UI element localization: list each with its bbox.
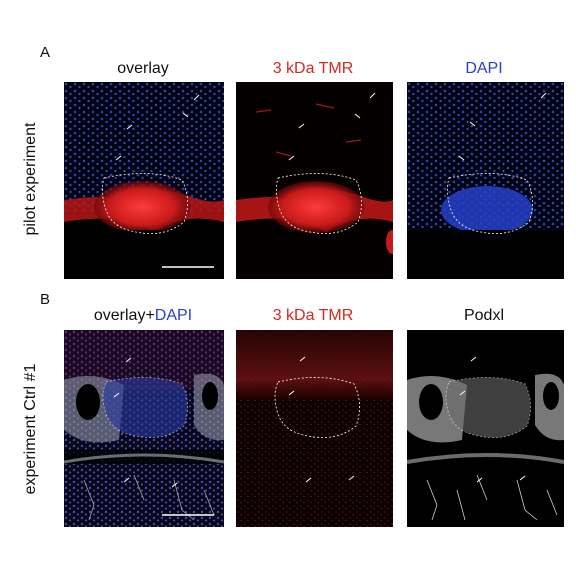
- micrograph-b-overlay-dapi: [64, 330, 224, 527]
- panel-letter-a: A: [40, 44, 51, 61]
- overlay-prefix: overlay+: [93, 307, 155, 324]
- column-label-overlay: overlay: [117, 60, 169, 77]
- micrograph-a-tmr: [236, 82, 393, 279]
- row-label-pilot-experiment: pilot experiment: [22, 122, 39, 236]
- micrograph-b-tmr: [236, 330, 393, 527]
- dapi-suffix: DAPI: [154, 307, 193, 324]
- micrograph-a-dapi: [407, 82, 564, 279]
- row-label-experiment-ctrl-1: experiment Ctrl #1: [22, 363, 39, 495]
- panel-letter-b: B: [40, 291, 51, 308]
- micrograph-b-podxl: [407, 330, 564, 527]
- column-label-dapi: DAPI: [465, 60, 503, 77]
- column-label-overlay-dapi: overlay+DAPI: [68, 307, 218, 325]
- micrograph-a-overlay: [64, 82, 224, 279]
- column-label-tmr-b: 3 kDa TMR: [272, 307, 354, 324]
- column-label-tmr: 3 kDa TMR: [272, 60, 354, 77]
- column-label-podxl: Podxl: [463, 307, 505, 324]
